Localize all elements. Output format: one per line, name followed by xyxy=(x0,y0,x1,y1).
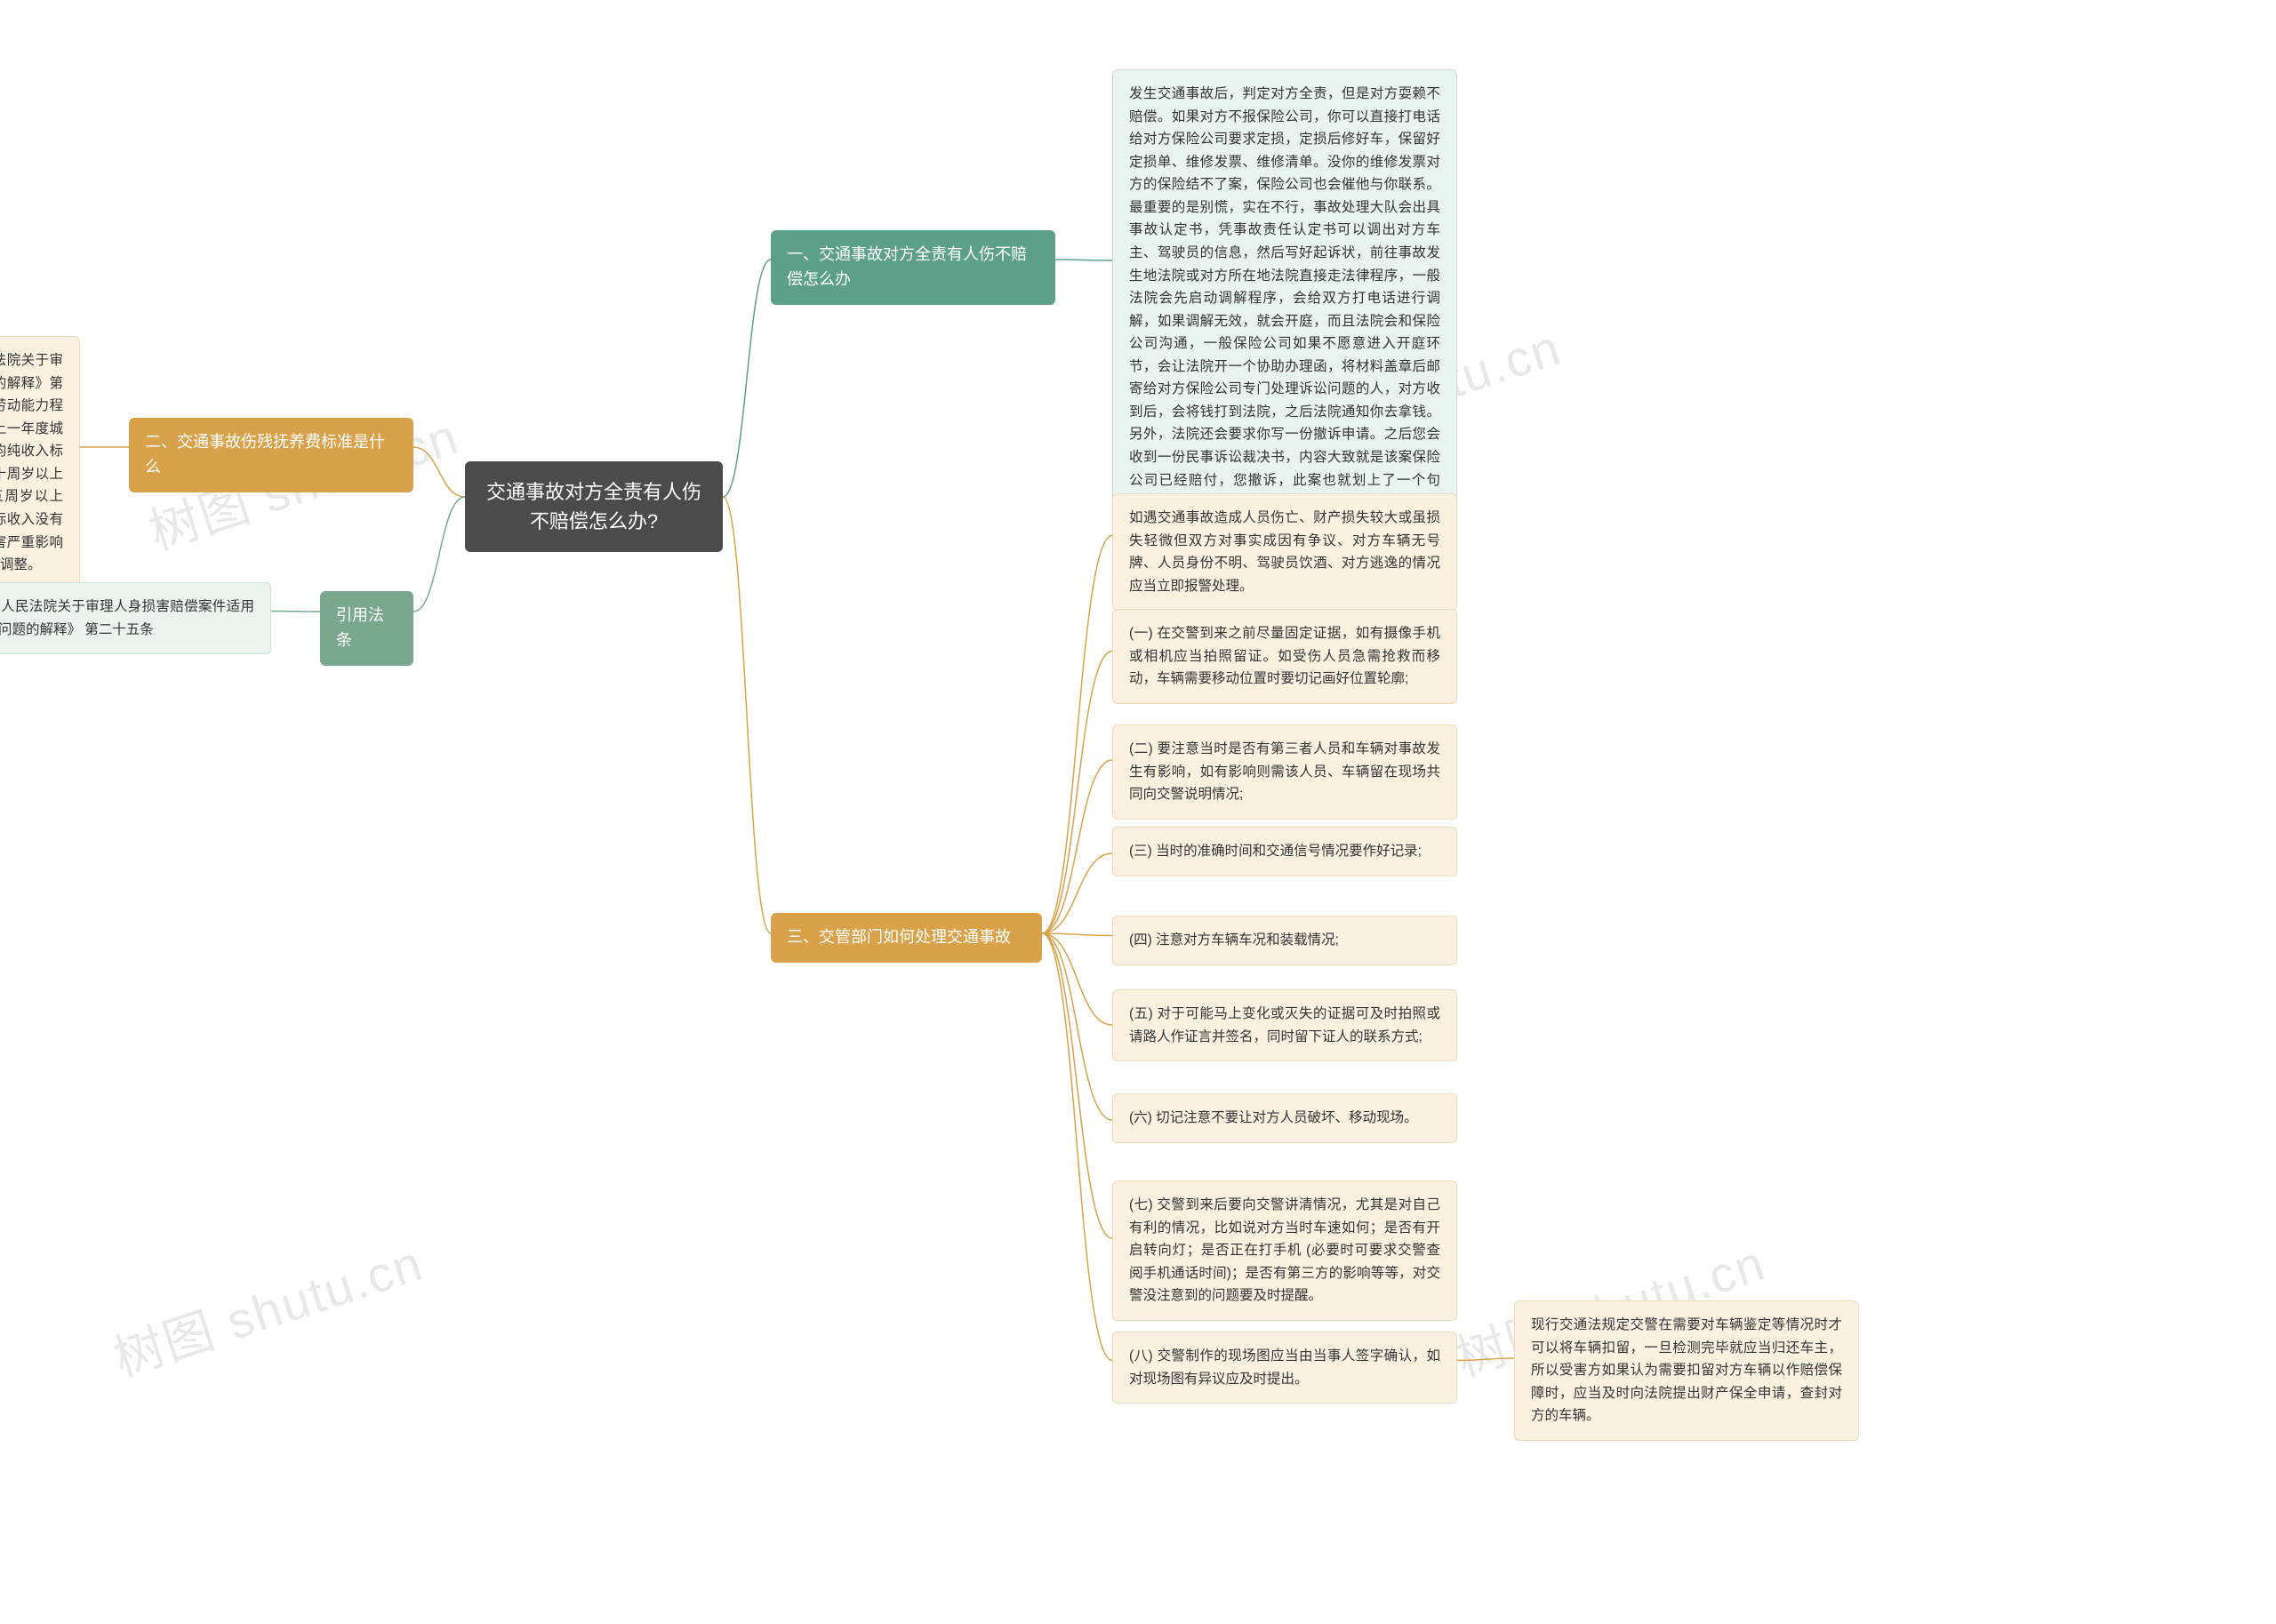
branch-node: 引用法条 xyxy=(320,591,413,666)
leaf-node: (四) 注意对方车辆车况和装载情况; xyxy=(1112,916,1457,965)
center-node: 交通事故对方全责有人伤不赔偿怎么办? xyxy=(465,461,723,552)
leaf-node: 如遇交通事故造成人员伤亡、财产损失较大或虽损失轻微但双方对事实成因有争议、对方车… xyxy=(1112,493,1457,611)
leaf-node: (八) 交警制作的现场图应当由当事人签字确认，如对现场图有异议应及时提出。 xyxy=(1112,1332,1457,1404)
branch-node: 三、交管部门如何处理交通事故 xyxy=(771,913,1042,963)
leaf-node: (六) 切记注意不要让对方人员破坏、移动现场。 xyxy=(1112,1093,1457,1143)
branch-node: 二、交通事故伤残抚养费标准是什么 xyxy=(129,418,413,492)
leaf-node: 发生交通事故后，判定对方全责，但是对方耍赖不赔偿。如果对方不报保险公司，你可以直… xyxy=(1112,69,1457,528)
leaf-node: (七) 交警到来后要向交警讲清情况，尤其是对自己有利的情况，比如说对方当时车速如… xyxy=(1112,1180,1457,1321)
watermark: 树图 shutu.cn xyxy=(103,1223,431,1391)
leaf-node: (一) 在交警到来之前尽量固定证据，如有摄像手机或相机应当拍照留证。如受伤人员急… xyxy=(1112,609,1457,704)
leaf-node: (五) 对于可能马上变化或灭失的证据可及时拍照或请路人作证言并签名，同时留下证人… xyxy=(1112,989,1457,1061)
leaf-node: (三) 当时的准确时间和交通信号情况要作好记录; xyxy=(1112,827,1457,876)
leaf-node: (二) 要注意当时是否有第三者人员和车辆对事故发生有影响，如有影响则需该人员、车… xyxy=(1112,724,1457,820)
leaf-node: 交通事故伤残抚养费标根据《最高人民法院关于审理人身损害赔偿案件适用法律若干问题的… xyxy=(0,336,80,590)
leaf-node: [1]《最高人民法院关于审理人身损害赔偿案件适用法律若干问题的解释》 第二十五条 xyxy=(0,582,271,654)
leaf-node: 现行交通法规定交警在需要对车辆鉴定等情况时才可以将车辆扣留，一旦检测完毕就应当归… xyxy=(1514,1300,1859,1441)
branch-node: 一、交通事故对方全责有人伤不赔偿怎么办 xyxy=(771,230,1055,305)
